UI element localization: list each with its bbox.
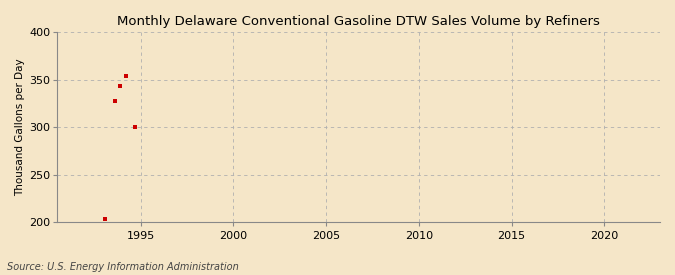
Text: Source: U.S. Energy Information Administration: Source: U.S. Energy Information Administ… bbox=[7, 262, 238, 272]
Point bbox=[109, 99, 120, 104]
Y-axis label: Thousand Gallons per Day: Thousand Gallons per Day bbox=[15, 58, 25, 196]
Point bbox=[115, 84, 126, 89]
Point bbox=[120, 73, 131, 78]
Point bbox=[130, 125, 140, 129]
Title: Monthly Delaware Conventional Gasoline DTW Sales Volume by Refiners: Monthly Delaware Conventional Gasoline D… bbox=[117, 15, 600, 28]
Point bbox=[100, 216, 111, 221]
